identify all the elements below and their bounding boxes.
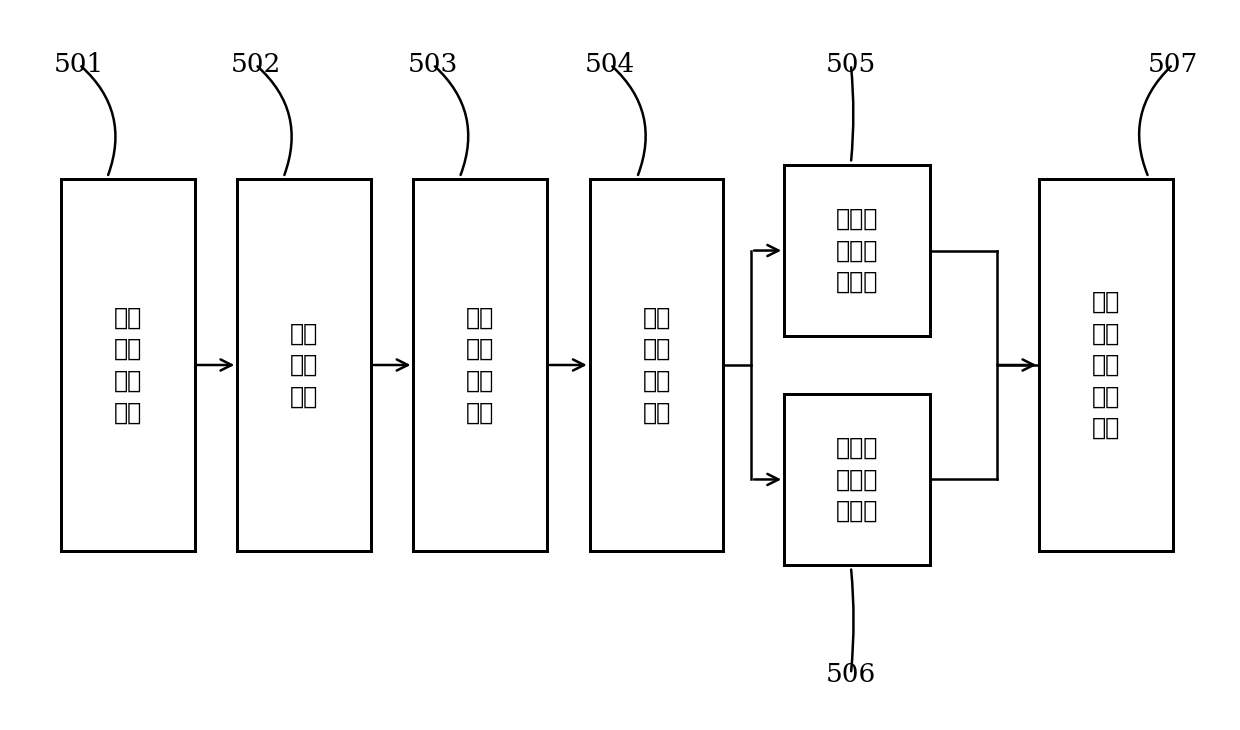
Bar [1039,179,1173,551]
Text: 501: 501 [55,52,104,77]
Text: 配电
网凹
陷域
生成
模块: 配电 网凹 陷域 生成 模块 [1092,290,1120,440]
Text: 502: 502 [231,52,280,77]
Text: 507: 507 [1148,52,1198,77]
Text: 504: 504 [585,52,635,77]
Text: 第二凹
陷域确
定模块: 第二凹 陷域确 定模块 [836,436,878,523]
Text: 参数
需求
获取
模块: 参数 需求 获取 模块 [114,306,141,424]
Bar [413,179,547,551]
Bar [237,179,371,551]
Bar [589,179,723,551]
Text: 压降
信息
采集
模块: 压降 信息 采集 模块 [466,306,495,424]
Text: 505: 505 [826,52,875,77]
Text: 模型
搭建
模块: 模型 搭建 模块 [290,321,319,409]
Text: 第一凹
陷域确
定模块: 第一凹 陷域确 定模块 [836,207,878,294]
Text: 503: 503 [408,52,458,77]
Bar [61,179,195,551]
Text: 压降
条件
设置
模块: 压降 条件 设置 模块 [642,306,671,424]
Text: 506: 506 [826,661,875,686]
Bar [784,393,930,565]
Bar [784,165,930,337]
